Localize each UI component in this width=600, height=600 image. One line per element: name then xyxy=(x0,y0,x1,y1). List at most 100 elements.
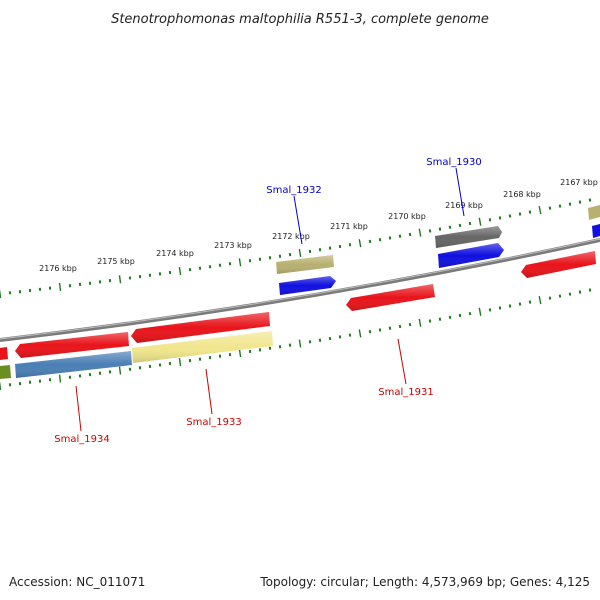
major-tick xyxy=(538,206,542,215)
gene-feature-khaki-edge[interactable] xyxy=(588,205,600,220)
minor-tick xyxy=(408,232,412,237)
minor-tick xyxy=(488,308,492,312)
kbp-label: 2171 kbp xyxy=(330,222,368,231)
kbp-label: 2172 kbp xyxy=(272,232,310,241)
minor-tick xyxy=(578,200,582,204)
minor-tick xyxy=(568,292,572,296)
minor-tick xyxy=(368,239,372,244)
minor-tick xyxy=(388,326,392,330)
major-tick xyxy=(358,329,362,338)
label-smal-1930[interactable]: Smal_1930 xyxy=(426,157,481,168)
minor-tick xyxy=(588,288,592,292)
kbp-label: 2168 kbp xyxy=(503,190,541,199)
gene-feature-gray[interactable] xyxy=(435,226,502,248)
forward-genes xyxy=(0,205,600,379)
kbp-label: 2173 kbp xyxy=(214,241,252,250)
major-tick xyxy=(58,282,62,291)
minor-tick xyxy=(528,300,532,304)
gene-feature-smal-1931[interactable] xyxy=(346,284,435,311)
major-tick xyxy=(0,289,2,299)
major-tick xyxy=(118,366,122,375)
gene-feature-red-1933[interactable] xyxy=(131,312,270,343)
gene-feature-red-edge-right[interactable] xyxy=(521,251,596,278)
major-tick xyxy=(0,381,2,391)
minor-tick xyxy=(588,198,592,202)
minor-tick xyxy=(408,322,412,327)
major-tick xyxy=(298,339,302,348)
gene-feature-red-1934[interactable] xyxy=(15,332,129,358)
minor-tick xyxy=(468,221,472,226)
minor-tick xyxy=(428,319,432,323)
minor-tick xyxy=(508,304,512,308)
major-tick xyxy=(298,248,302,258)
minor-tick xyxy=(558,204,562,208)
minor-tick xyxy=(558,294,562,298)
leader-smal-1932 xyxy=(293,195,303,245)
leader-smal-1934 xyxy=(75,385,82,432)
minor-tick xyxy=(548,296,552,300)
inner-tick-ruler xyxy=(0,288,592,391)
minor-tick xyxy=(378,328,382,332)
minor-tick xyxy=(498,306,502,310)
major-tick xyxy=(238,258,242,267)
major-tick xyxy=(178,266,182,276)
minor-tick xyxy=(378,238,382,242)
minor-tick xyxy=(548,206,552,210)
minor-tick xyxy=(528,210,532,214)
minor-tick xyxy=(388,236,392,240)
minor-tick xyxy=(508,214,512,218)
minor-tick xyxy=(438,227,442,231)
minor-tick xyxy=(398,324,402,329)
gene-feature-red-edge-left[interactable] xyxy=(0,347,8,360)
kbp-label: 2175 kbp xyxy=(97,257,135,266)
minor-tick xyxy=(348,333,352,337)
genome-title: Stenotrophomonas maltophilia R551-3, com… xyxy=(111,12,489,27)
gene-feature-blue-edge[interactable] xyxy=(592,224,600,238)
major-tick xyxy=(418,228,422,237)
label-leaders xyxy=(75,167,465,432)
minor-tick xyxy=(498,216,502,220)
gene-feature-cream-1933[interactable] xyxy=(132,331,273,363)
minor-tick xyxy=(568,202,572,206)
major-tick xyxy=(478,307,482,316)
minor-tick xyxy=(518,302,522,306)
label-smal-1931[interactable]: Smal_1931 xyxy=(378,387,433,398)
gene-feature-smal-1932[interactable] xyxy=(279,276,336,295)
genome-summary-text: Topology: circular; Length: 4,573,969 bp… xyxy=(259,575,590,589)
leader-smal-1930 xyxy=(455,167,465,217)
major-tick xyxy=(418,318,422,327)
major-tick xyxy=(58,374,62,383)
major-tick xyxy=(118,275,122,284)
gene-feature-steel-1934[interactable] xyxy=(15,351,132,378)
major-tick xyxy=(478,217,482,226)
gene-feature-olive-edge[interactable] xyxy=(0,365,11,379)
major-tick xyxy=(238,348,242,358)
gene-feature-smal-1930[interactable] xyxy=(438,243,504,268)
genome-backbone-highlight xyxy=(0,238,600,340)
kbp-label: 2169 kbp xyxy=(445,201,483,210)
minor-tick xyxy=(448,315,452,320)
accession-text: Accession: NC_011071 xyxy=(9,575,145,589)
kbp-label: 2174 kbp xyxy=(156,249,194,258)
minor-tick xyxy=(458,313,462,318)
major-tick xyxy=(538,296,542,305)
label-smal-1933[interactable]: Smal_1933 xyxy=(186,417,241,428)
leader-smal-1933 xyxy=(205,368,213,415)
minor-tick xyxy=(398,234,402,238)
minor-tick xyxy=(488,218,492,222)
leader-smal-1931 xyxy=(397,338,407,385)
minor-tick xyxy=(338,335,342,339)
minor-tick xyxy=(518,212,522,216)
reverse-genes xyxy=(0,251,596,360)
minor-tick xyxy=(428,229,432,233)
genome-backbone xyxy=(0,238,600,342)
label-smal-1934[interactable]: Smal_1934 xyxy=(54,434,109,445)
kbp-label: 2167 kbp xyxy=(560,178,598,187)
kbp-label: 2176 kbp xyxy=(39,264,77,273)
gene-feature-khaki-1932[interactable] xyxy=(276,255,334,274)
label-smal-1932[interactable]: Smal_1932 xyxy=(266,185,321,196)
kbp-labels: 2176 kbp 2175 kbp 2174 kbp 2173 kbp 2172… xyxy=(39,178,598,273)
outer-tick-ruler xyxy=(0,198,592,299)
minor-tick xyxy=(578,290,582,294)
